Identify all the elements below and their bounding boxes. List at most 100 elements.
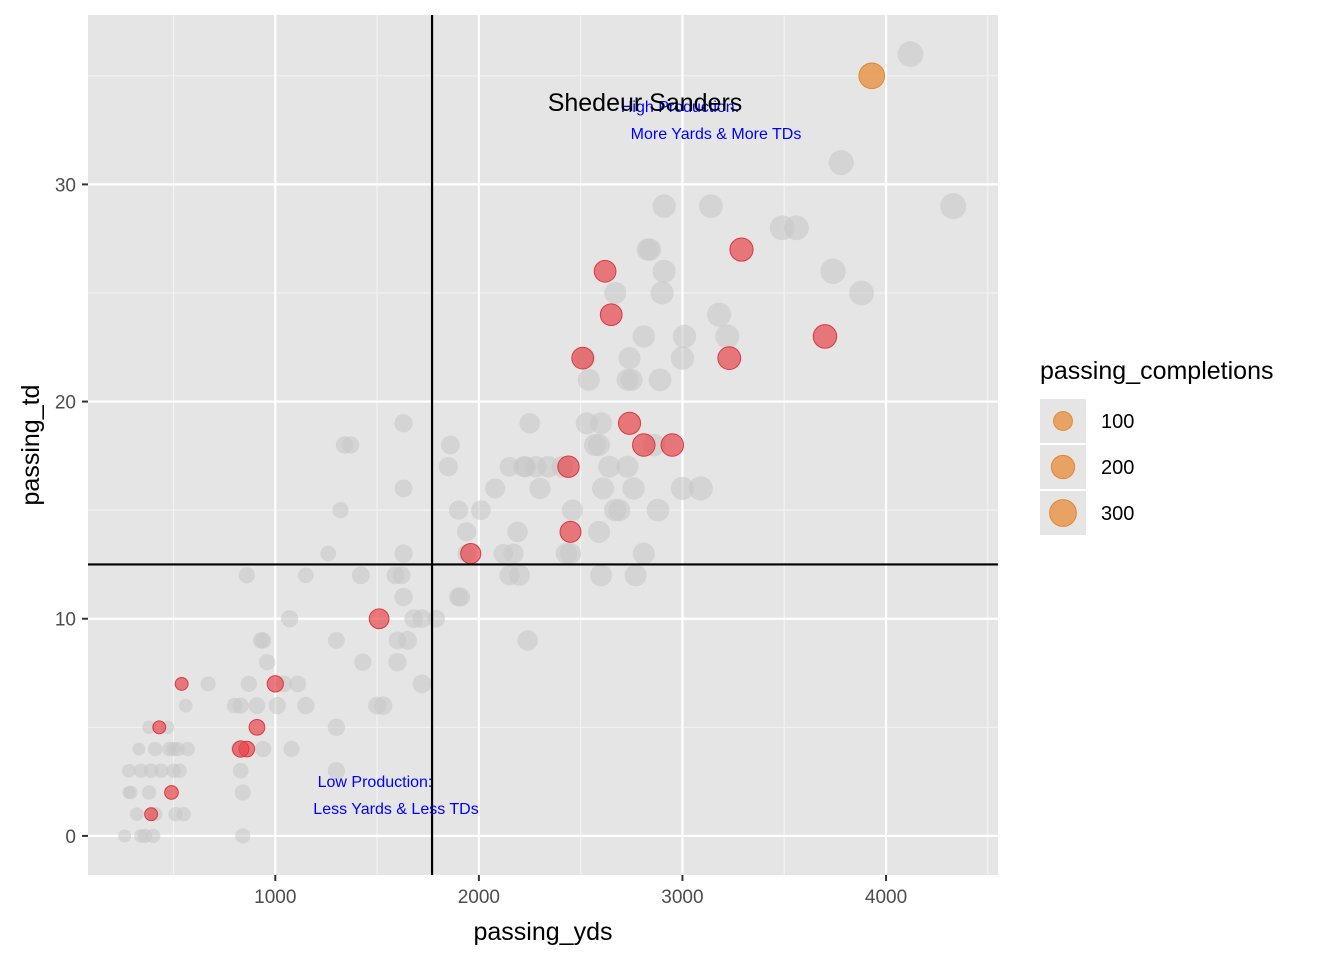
- data-point: [368, 696, 387, 715]
- data-points: [118, 41, 967, 844]
- data-point: [471, 500, 491, 521]
- data-point: [849, 280, 874, 306]
- data-point: [589, 564, 613, 587]
- data-point: [178, 698, 193, 713]
- highlight-point: [617, 411, 642, 435]
- x-tick-label: 1000: [254, 887, 296, 908]
- data-point: [529, 477, 551, 500]
- data-point: [820, 258, 846, 284]
- x-tick-label: 3000: [661, 887, 703, 908]
- data-point: [130, 807, 144, 822]
- data-point: [604, 281, 627, 305]
- data-point: [412, 674, 432, 694]
- highlight-point: [593, 259, 617, 283]
- legend-key-symbol: [1049, 499, 1077, 527]
- data-point: [394, 479, 413, 498]
- data-point: [132, 742, 146, 756]
- data-point: [238, 567, 255, 584]
- data-point: [280, 610, 299, 628]
- highlight-point: [717, 346, 742, 371]
- data-point: [259, 654, 276, 671]
- data-point: [394, 414, 413, 433]
- data-point: [335, 436, 354, 454]
- axes: 1000 2000 3000 4000 0 10 20 30: [55, 175, 907, 908]
- data-point: [226, 697, 243, 714]
- highlight-point: [248, 718, 266, 736]
- data-point: [507, 521, 528, 543]
- highlight-point: [571, 346, 595, 370]
- data-point: [598, 455, 621, 478]
- legend-key-symbol: [1053, 411, 1073, 431]
- data-point: [386, 566, 405, 585]
- data-point: [200, 676, 216, 692]
- y-tick-label: 0: [65, 827, 76, 848]
- data-point: [252, 632, 270, 649]
- highlight-point: [368, 608, 390, 630]
- highlight-point: [660, 433, 684, 457]
- data-point: [670, 346, 695, 370]
- data-point: [632, 542, 655, 565]
- data-point: [327, 762, 346, 780]
- data-point: [283, 740, 300, 758]
- data-point: [592, 477, 615, 500]
- data-point: [688, 476, 713, 501]
- data-point: [289, 675, 307, 693]
- data-point: [457, 522, 477, 542]
- data-point: [940, 193, 967, 220]
- data-point: [134, 829, 148, 843]
- data-point: [618, 347, 641, 370]
- legend-key-symbol: [1050, 454, 1076, 480]
- data-point: [297, 696, 315, 715]
- legend-label: 200: [1101, 457, 1134, 479]
- data-point: [652, 194, 676, 218]
- high-production-line2: More Yards & More TDs: [631, 126, 802, 143]
- data-point: [162, 741, 177, 757]
- data-point: [699, 194, 723, 219]
- data-point: [897, 41, 924, 67]
- highlight-point: [144, 807, 159, 822]
- x-axis-title: passing_yds: [474, 918, 613, 946]
- highlight-point: [632, 433, 656, 457]
- data-point: [828, 150, 854, 176]
- data-point: [636, 238, 660, 261]
- data-point: [142, 720, 156, 735]
- legend-keys: 100 200 300: [1040, 399, 1134, 535]
- data-point: [646, 498, 670, 522]
- highlight-point: [152, 720, 167, 735]
- data-point: [235, 828, 251, 844]
- data-point: [513, 456, 535, 478]
- data-point: [332, 502, 349, 519]
- data-point: [707, 302, 732, 327]
- data-point: [327, 632, 345, 649]
- data-point: [499, 456, 520, 477]
- highlight-point: [164, 785, 179, 800]
- legend: passing_completions 100 200 300: [1040, 357, 1273, 535]
- data-point: [351, 566, 370, 585]
- data-point: [670, 476, 695, 501]
- data-point: [485, 478, 506, 499]
- data-point: [493, 543, 514, 564]
- data-point: [499, 565, 520, 586]
- data-point: [143, 763, 159, 778]
- data-point: [232, 762, 249, 779]
- data-point: [394, 544, 413, 563]
- data-point: [234, 784, 251, 801]
- y-tick-label: 20: [55, 393, 76, 414]
- data-point: [240, 675, 257, 693]
- data-point: [147, 741, 163, 757]
- data-point: [715, 324, 740, 349]
- data-point: [388, 631, 407, 650]
- data-point: [519, 413, 541, 434]
- y-tick-label: 10: [55, 610, 76, 631]
- data-point: [604, 498, 627, 522]
- data-point: [632, 325, 655, 348]
- data-point: [616, 368, 639, 391]
- panel-background: [88, 15, 998, 875]
- minor-gridlines: [88, 15, 998, 875]
- data-point: [394, 587, 413, 607]
- data-point: [577, 368, 600, 391]
- data-point: [438, 457, 458, 477]
- data-point: [141, 785, 157, 800]
- legend-label: 100: [1101, 411, 1134, 433]
